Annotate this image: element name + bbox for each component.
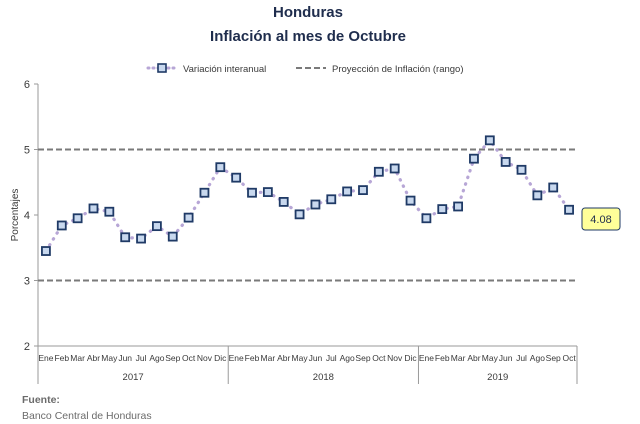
callout-text: 4.08	[590, 214, 611, 226]
x-tick-label: Jul	[516, 353, 527, 363]
x-tick-label: Feb	[54, 353, 69, 363]
data-point	[405, 195, 416, 206]
data-point	[88, 203, 99, 214]
data-point	[421, 213, 432, 224]
x-tick-label: Nov	[197, 353, 213, 363]
x-tick-label: Ene	[229, 353, 244, 363]
data-point	[532, 190, 543, 201]
series-line	[44, 137, 571, 253]
data-point	[326, 194, 337, 205]
x-ticks: Ene Feb Mar Abr May Jun Jul Ago Sep Oct Nov Dic Ene F…	[37, 346, 578, 384]
y-ticks: 2 3 4 5 6	[24, 79, 38, 353]
data-point	[247, 187, 257, 198]
x-tick-label: Feb	[435, 353, 450, 363]
data-point	[151, 221, 162, 232]
data-point	[310, 199, 321, 210]
source-label: Fuente:	[22, 394, 60, 406]
y-tick-label: 6	[24, 79, 30, 91]
y-tick-label: 3	[24, 276, 30, 288]
data-point	[437, 204, 448, 215]
x-tick-label: Sep	[355, 353, 370, 363]
data-point	[72, 213, 83, 224]
series-dotted-line	[44, 137, 571, 253]
data-point	[183, 212, 194, 223]
x-tick-label: Dic	[214, 353, 227, 363]
x-tick-label: Abr	[87, 353, 100, 363]
x-tick-label: Jul	[326, 353, 337, 363]
data-point	[294, 209, 305, 220]
x-tick-label: Dic	[404, 353, 417, 363]
x-tick-label: Jun	[499, 353, 513, 363]
data-point	[373, 166, 384, 177]
data-point	[500, 157, 511, 167]
callout-box	[581, 207, 621, 231]
x-tick-label: Ene	[38, 353, 53, 363]
x-tick-label: May	[292, 353, 309, 363]
data-point	[516, 164, 527, 175]
chart-subtitle: Inflación al mes de Octubre	[210, 28, 406, 45]
data-point	[484, 135, 495, 146]
x-tick-label: Sep	[165, 353, 180, 363]
x-tick-label: Jun	[118, 353, 132, 363]
data-point	[120, 232, 131, 243]
data-point	[358, 185, 368, 196]
x-tick-label: Abr	[277, 353, 290, 363]
data-point	[136, 233, 146, 244]
year-label: 2017	[123, 372, 144, 383]
series-markers	[41, 135, 574, 256]
data-point	[262, 187, 273, 197]
x-tick-label: Ene	[419, 353, 434, 363]
x-tick-label: Oct	[372, 353, 386, 363]
data-point	[564, 204, 574, 215]
x-tick-label: Mar	[451, 353, 466, 363]
data-point	[41, 246, 51, 256]
x-tick-label: Abr	[467, 353, 480, 363]
x-tick-label: Oct	[182, 353, 196, 363]
x-tick-label: Nov	[387, 353, 403, 363]
x-tick-label: Mar	[70, 353, 85, 363]
x-tick-label: Jul	[136, 353, 147, 363]
x-tick-label: Ago	[530, 353, 545, 363]
year-label: 2018	[313, 372, 334, 383]
y-tick-label: 4	[24, 210, 30, 222]
x-tick-label: Ago	[149, 353, 164, 363]
y-tick-label: 5	[24, 145, 30, 157]
data-point	[389, 163, 400, 174]
x-tick-label: Ago	[340, 353, 355, 363]
data-point	[342, 186, 353, 197]
value-callout: 4.08	[581, 207, 621, 231]
data-point	[56, 220, 67, 231]
x-tick-label: Oct	[562, 353, 576, 363]
data-point	[278, 196, 289, 207]
legend: Variación interanual Proyección de Infla…	[146, 63, 464, 75]
chart-title: Honduras	[273, 4, 343, 21]
legend-series-label: Variación interanual	[183, 64, 266, 75]
data-point	[548, 182, 559, 193]
data-point	[104, 206, 115, 217]
data-point	[231, 172, 242, 183]
plot-frame	[37, 84, 577, 347]
data-point	[167, 231, 178, 242]
legend-series-marker	[157, 63, 167, 73]
year-label: 2019	[487, 372, 508, 383]
y-axis-label: Porcentajes	[10, 189, 21, 242]
source-value: Banco Central de Honduras	[22, 410, 152, 422]
x-tick-label: Jun	[309, 353, 323, 363]
legend-range-label: Proyección de Inflación (rango)	[332, 64, 464, 75]
range-lines	[38, 148, 577, 282]
x-tick-label: Sep	[546, 353, 561, 363]
data-point	[215, 162, 226, 173]
y-tick-label: 2	[24, 341, 30, 353]
data-point	[453, 201, 464, 212]
x-tick-label: Mar	[261, 353, 276, 363]
x-tick-label: Feb	[245, 353, 260, 363]
data-point	[199, 187, 210, 198]
x-tick-label: May	[101, 353, 118, 363]
x-tick-label: May	[482, 353, 499, 363]
data-point	[469, 153, 479, 164]
